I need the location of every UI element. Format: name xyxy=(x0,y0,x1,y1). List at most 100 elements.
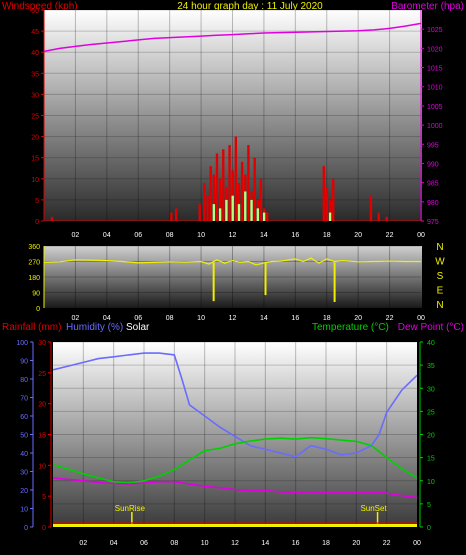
wind-tick-label: 30 xyxy=(31,92,39,99)
compass-label: N xyxy=(436,242,443,253)
wind-tick-label: 45 xyxy=(31,29,39,36)
wind-x-tick-label: 04 xyxy=(103,232,111,239)
direction-line xyxy=(44,257,421,266)
temp-x-tick-label: 18 xyxy=(322,540,330,547)
temp-x-tick-label: 14 xyxy=(261,540,269,547)
wind-tick-label: 10 xyxy=(31,177,39,184)
gust-bar xyxy=(250,199,253,221)
temp-x-tick-label: 10 xyxy=(201,540,209,547)
compass-label: N xyxy=(436,300,443,311)
wind-x-tick-label: 02 xyxy=(72,232,80,239)
wind-tick-label: 40 xyxy=(31,50,39,57)
gust-bar xyxy=(256,208,260,221)
direction-x-tick-label: 12 xyxy=(229,315,237,322)
temperature-axis-title: Temperature (°C) xyxy=(312,322,389,333)
compass-label: W xyxy=(435,257,445,268)
wind-x-tick-label: 22 xyxy=(386,232,394,239)
gust-bar xyxy=(218,208,222,221)
temp-x-tick-label: 06 xyxy=(140,540,148,547)
wind-bar xyxy=(234,136,238,221)
dewpoint-line xyxy=(53,477,417,499)
direction-x-tick-label: 02 xyxy=(72,315,80,322)
temp-x-tick-label: 20 xyxy=(352,540,360,547)
wind-bar xyxy=(206,195,209,221)
humidity-tick-label: 0 xyxy=(24,525,28,532)
temperature-line xyxy=(53,436,417,484)
baro-tick-label: 995 xyxy=(427,142,439,149)
wind-bar xyxy=(203,183,206,221)
wind-x-tick-label: 16 xyxy=(291,232,299,239)
wind-bar xyxy=(50,216,54,221)
humidity-axis-title: Humidity (%) xyxy=(66,322,123,333)
temp-panel-marks xyxy=(53,352,417,527)
wind-x-tick-label: 06 xyxy=(134,232,142,239)
temp-panel-background xyxy=(53,342,417,527)
humidity-tick-label: 40 xyxy=(20,451,28,458)
wind-bar xyxy=(325,187,329,221)
temp-x-tick-label: 16 xyxy=(292,540,300,547)
humidity-tick-label: 100 xyxy=(16,340,28,347)
wind-bar xyxy=(377,212,380,221)
humidity-tick-label: 30 xyxy=(20,470,28,477)
baro-tick-label: 990 xyxy=(427,161,439,168)
direction-panel-marks xyxy=(44,257,421,302)
direction-x-tick-label: 08 xyxy=(166,315,174,322)
wind-tick-label: 5 xyxy=(35,198,39,205)
direction-tick-label: 360 xyxy=(28,244,40,251)
wind-bar xyxy=(240,161,244,221)
wind-tick-label: 15 xyxy=(31,156,39,163)
gust-bar xyxy=(262,212,266,221)
wind-bar xyxy=(170,212,173,221)
gust-bar xyxy=(328,212,332,221)
temp-tick-label: 40 xyxy=(427,340,435,347)
direction-x-tick-label: 00 xyxy=(417,315,425,322)
rain-tick-label: 15 xyxy=(38,433,46,440)
wind-x-tick-label: 08 xyxy=(166,232,174,239)
temp-tick-label: 5 xyxy=(427,502,431,509)
direction-x-tick-label: 18 xyxy=(323,315,331,322)
humidity-tick-label: 60 xyxy=(20,414,28,421)
rainfall-axis-title: Rainfall (mm) xyxy=(2,322,61,333)
baro-tick-label: 975 xyxy=(427,219,439,226)
direction-x-tick-label: 20 xyxy=(354,315,362,322)
temp-tick-label: 0 xyxy=(427,525,431,532)
temp-x-tick-label: 12 xyxy=(231,540,239,547)
wind-bar xyxy=(228,145,231,221)
sunset-label: SunSet xyxy=(360,504,387,513)
rain-tick-label: 0 xyxy=(42,525,46,532)
compass-label: E xyxy=(437,286,444,297)
wind-panel-marks xyxy=(44,22,422,221)
temp-x-tick-label: 04 xyxy=(110,540,118,547)
direction-x-tick-label: 10 xyxy=(197,315,205,322)
humidity-tick-label: 90 xyxy=(20,359,28,366)
direction-x-tick-label: 16 xyxy=(291,315,299,322)
gust-bar xyxy=(231,195,234,221)
humidity-tick-label: 10 xyxy=(20,507,28,514)
wind-bar xyxy=(247,145,250,221)
direction-x-tick-label: 14 xyxy=(260,315,268,322)
wind-x-tick-label: 14 xyxy=(260,232,268,239)
wind-bar xyxy=(222,149,225,221)
baro-tick-label: 1010 xyxy=(427,85,443,92)
direction-tick-label: 90 xyxy=(32,291,40,298)
dewpoint-axis-title: Dew Point (°C) xyxy=(398,322,464,333)
direction-tick-label: 270 xyxy=(28,260,40,267)
gust-bar xyxy=(237,204,241,221)
gust-bar xyxy=(212,204,216,221)
wind-bar xyxy=(237,183,241,221)
temp-tick-label: 25 xyxy=(427,409,435,416)
wind-tick-label: 35 xyxy=(31,71,39,78)
temp-tick-label: 15 xyxy=(427,456,435,463)
sunrise-label: SunRise xyxy=(115,504,146,513)
rain-tick-label: 10 xyxy=(38,463,46,470)
baro-tick-label: 1020 xyxy=(427,46,443,53)
temp-x-tick-label: 02 xyxy=(79,540,87,547)
chart-title: 24 hour graph day : 11 July 2020 xyxy=(177,1,323,12)
compass-label: S xyxy=(437,271,444,282)
direction-x-tick-label: 04 xyxy=(103,315,111,322)
temp-tick-label: 10 xyxy=(427,479,435,486)
direction-x-tick-label: 06 xyxy=(134,315,142,322)
rain-tick-label: 20 xyxy=(38,402,46,409)
wind-bar xyxy=(198,204,201,221)
